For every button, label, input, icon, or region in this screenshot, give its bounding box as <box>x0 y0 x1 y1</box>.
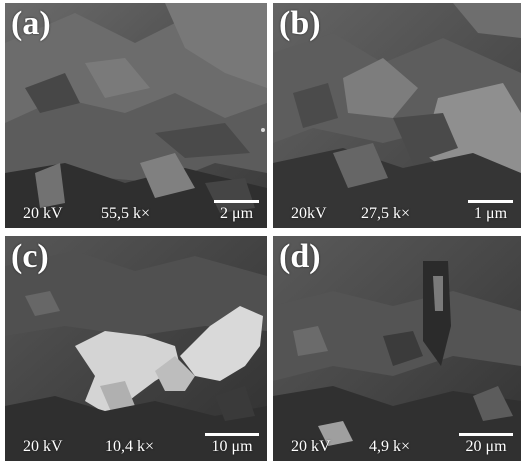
sem-panel-b: (b) 20kV 27,5 k× 1 μm <box>273 3 521 228</box>
scale-bar-group: 10 μm <box>205 433 259 455</box>
sem-voltage: 20 kV <box>291 438 331 455</box>
scale-bar <box>459 433 513 436</box>
sem-voltage: 20 kV <box>23 205 63 222</box>
sem-image-c <box>5 236 267 461</box>
sem-magnification: 10,4 k× <box>105 438 155 455</box>
sem-magnification: 55,5 k× <box>101 205 151 222</box>
scale-bar-group: 2 μm <box>214 200 259 222</box>
panel-label: (d) <box>279 238 321 275</box>
sem-image-d <box>273 236 521 461</box>
sem-voltage: 20 kV <box>23 438 63 455</box>
scale-bar-group: 20 μm <box>459 433 513 455</box>
sem-magnification: 27,5 k× <box>361 205 411 222</box>
scale-bar-label: 10 μm <box>211 438 253 455</box>
scale-bar <box>468 200 513 203</box>
scale-bar-group: 1 μm <box>468 200 513 222</box>
panel-label: (a) <box>11 5 51 42</box>
scale-bar-label: 2 μm <box>219 205 254 222</box>
panel-label: (c) <box>11 238 49 275</box>
sem-magnification: 4,9 k× <box>369 438 411 455</box>
sem-panel-a: (a) 20 kV 55,5 k× 2 μm <box>5 3 267 228</box>
scale-bar-label: 20 μm <box>465 438 507 455</box>
sem-image-b <box>273 3 521 228</box>
sem-voltage: 20kV <box>291 205 327 222</box>
sem-image-a <box>5 3 267 228</box>
sem-panel-d: (d) 20 kV 4,9 k× 20 μm <box>273 236 521 461</box>
sem-panel-c: (c) 20 kV 10,4 k× 10 μm <box>5 236 267 461</box>
panel-label: (b) <box>279 5 321 42</box>
scale-bar <box>214 200 259 203</box>
scale-bar <box>205 433 259 436</box>
scale-bar-label: 1 μm <box>473 205 508 222</box>
